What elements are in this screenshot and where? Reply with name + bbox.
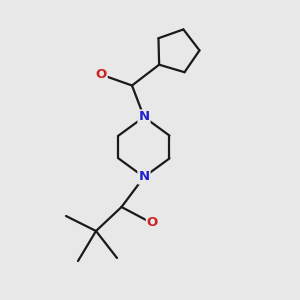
Text: O: O [147,216,158,230]
Text: N: N [138,170,150,184]
Text: N: N [138,110,150,124]
Text: O: O [95,68,107,81]
